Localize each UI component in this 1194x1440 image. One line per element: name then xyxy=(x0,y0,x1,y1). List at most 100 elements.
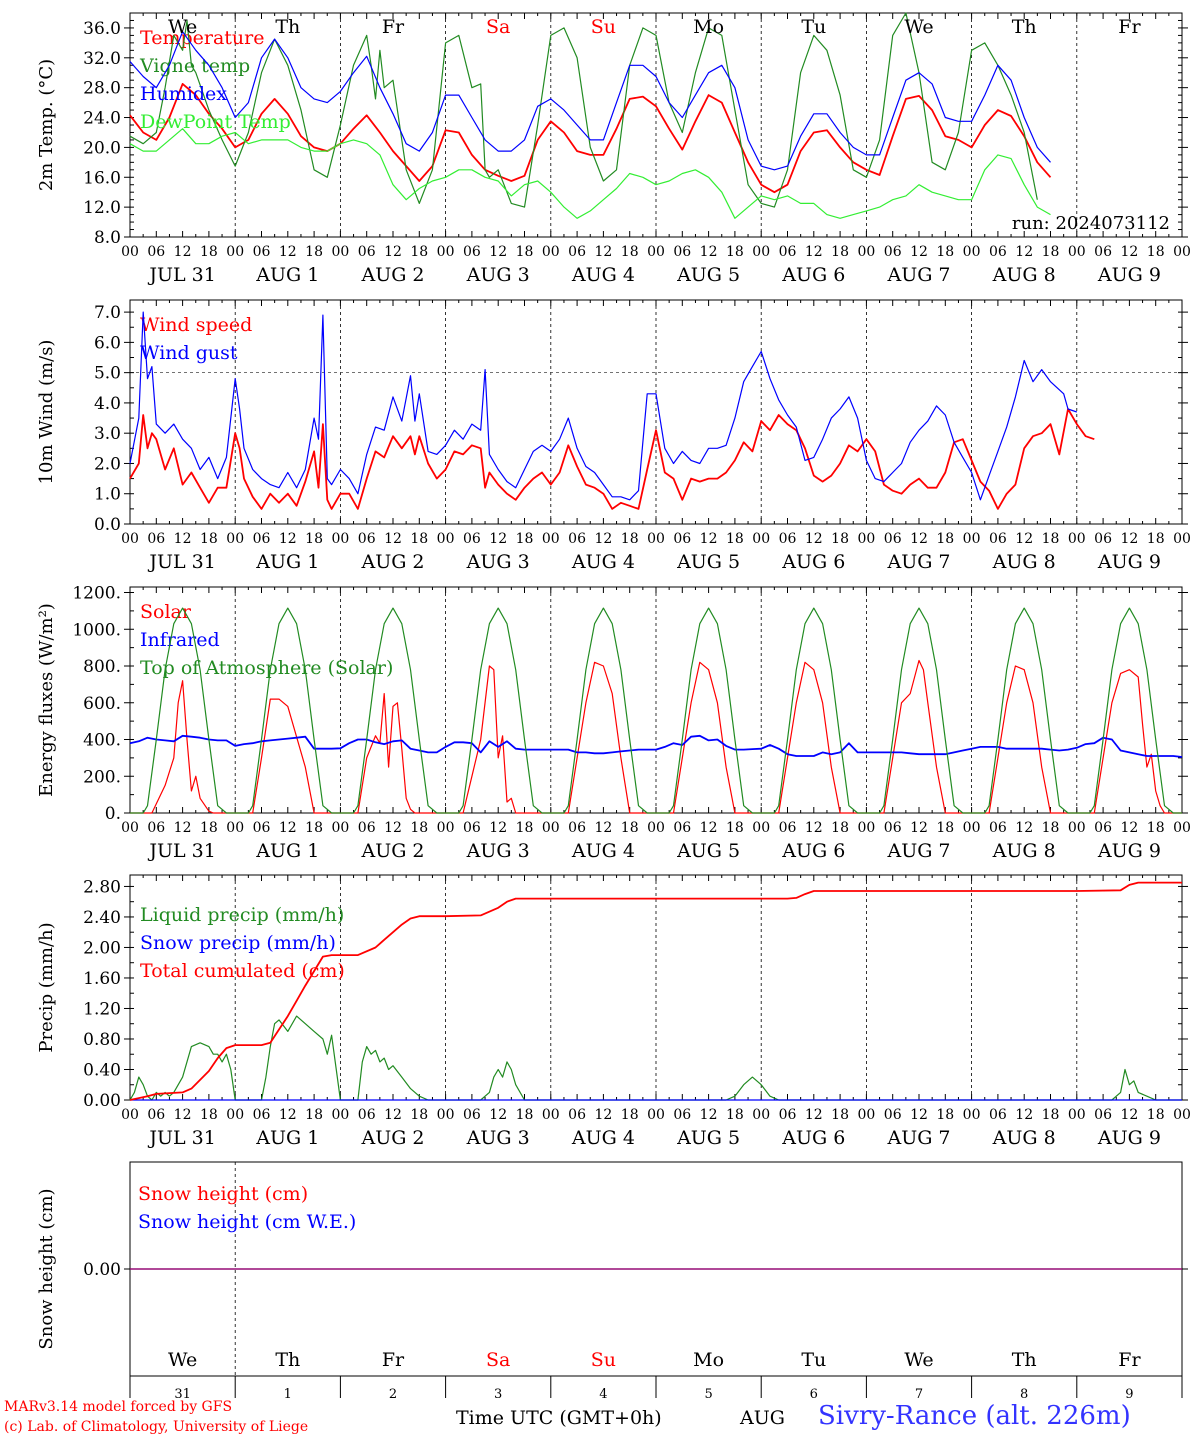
hour-tick-label: 18 xyxy=(1147,531,1165,547)
date-label: AUG 9 xyxy=(1097,1127,1161,1149)
panel-energy: 0. 200. 400. 600. 800. 1000. 1200. Energy fluxe… xyxy=(36,584,1191,862)
series-line-temperature xyxy=(129,83,1052,194)
hour-tick-label: 00 xyxy=(752,531,770,547)
hour-tick-label: 06 xyxy=(253,244,271,260)
plot-frame xyxy=(129,299,1183,525)
hour-tick-label: 00 xyxy=(752,244,770,260)
hour-tick-label: 00 xyxy=(121,244,139,260)
hour-tick-label: 18 xyxy=(410,531,428,547)
series-line-wind-speed xyxy=(129,408,1095,510)
date-label: AUG 4 xyxy=(571,551,635,573)
y-axis-label: Precip (mm/h) xyxy=(36,922,57,1052)
weekday-label: Su xyxy=(591,1349,616,1371)
series-line-vigne-temp xyxy=(129,12,1038,208)
y-tick-label: 8.0 xyxy=(94,228,121,248)
hour-tick-label: 00 xyxy=(647,244,665,260)
series-line-humidex xyxy=(129,31,1051,171)
hour-tick-label: 12 xyxy=(489,1107,507,1123)
day-number: 3 xyxy=(494,1387,502,1402)
hour-tick-label: 00 xyxy=(437,820,455,836)
hour-tick-label: 06 xyxy=(253,820,271,836)
weekday-label: Sa xyxy=(486,16,510,38)
hour-tick-label: 12 xyxy=(910,244,928,260)
hour-tick-label: 00 xyxy=(857,244,875,260)
hour-tick-label: 06 xyxy=(884,1107,902,1123)
date-label: AUG 9 xyxy=(1097,840,1161,862)
hour-tick-label: 06 xyxy=(463,244,481,260)
hour-tick-label: 18 xyxy=(621,531,639,547)
date-label: AUG 8 xyxy=(992,551,1056,573)
y-tick-label: 24.0 xyxy=(83,109,121,129)
weekday-label: We xyxy=(904,1349,933,1371)
series-line-wind-gust xyxy=(129,311,1077,501)
hour-tick-label: 12 xyxy=(1120,244,1138,260)
hour-tick-label: 18 xyxy=(936,820,954,836)
date-label: AUG 6 xyxy=(781,264,845,286)
hour-tick-label: 00 xyxy=(331,244,349,260)
station-name: Sivry-Rance (alt. 226m) xyxy=(818,1401,1131,1431)
hour-tick-label: 18 xyxy=(200,244,218,260)
model-credit-line-2: (c) Lab. of Climatology, University of L… xyxy=(4,1419,309,1435)
run-label: run: 2024073112 xyxy=(1012,213,1170,234)
hour-tick-label: 18 xyxy=(1147,244,1165,260)
day-number: 31 xyxy=(174,1387,191,1402)
y-axis-label: Snow height (cm) xyxy=(36,1188,57,1349)
date-label: AUG 6 xyxy=(781,1127,845,1149)
hour-tick-label: 00 xyxy=(752,1107,770,1123)
y-tick-label: 16.0 xyxy=(83,168,121,188)
hour-tick-label: 00 xyxy=(1068,820,1086,836)
day-number: 2 xyxy=(389,1387,397,1402)
hour-tick-label: 06 xyxy=(568,531,586,547)
hour-tick-label: 12 xyxy=(805,244,823,260)
series-line-infrared xyxy=(129,734,1183,758)
y-tick-label: 12.0 xyxy=(83,198,121,218)
hour-tick-label: 18 xyxy=(1042,244,1060,260)
hour-tick-label: 18 xyxy=(936,1107,954,1123)
hour-tick-label: 00 xyxy=(121,1107,139,1123)
hour-tick-label: 06 xyxy=(1094,531,1112,547)
weekday-label: Sa xyxy=(486,1349,510,1371)
y-tick-label: 200. xyxy=(83,767,121,787)
hour-tick-label: 06 xyxy=(989,531,1007,547)
day-number: 7 xyxy=(915,1387,923,1402)
y-tick-label: 4.0 xyxy=(94,394,121,414)
date-label: AUG 1 xyxy=(255,1127,319,1149)
hour-tick-label: 18 xyxy=(516,1107,534,1123)
hour-tick-label: 18 xyxy=(621,1107,639,1123)
y-tick-label: 1.20 xyxy=(83,999,121,1019)
hour-tick-label: 12 xyxy=(489,531,507,547)
hour-tick-label: 18 xyxy=(1147,820,1165,836)
hour-tick-label: 00 xyxy=(226,531,244,547)
hour-tick-label: 18 xyxy=(516,244,534,260)
legend-entry: Wind speed xyxy=(140,314,252,336)
date-label: AUG 7 xyxy=(886,1127,950,1149)
weekday-label: Th xyxy=(275,16,300,38)
y-tick-label: 32.0 xyxy=(83,49,121,69)
hour-tick-label: 12 xyxy=(489,820,507,836)
hour-tick-label: 06 xyxy=(673,244,691,260)
date-label: JUL 31 xyxy=(147,1127,215,1149)
hour-tick-label: 18 xyxy=(200,820,218,836)
hour-tick-label: 00 xyxy=(1173,531,1191,547)
hour-tick-label: 12 xyxy=(1120,820,1138,836)
hour-tick-label: 12 xyxy=(1120,1107,1138,1123)
hour-tick-label: 18 xyxy=(305,820,323,836)
y-tick-label: 0.0 xyxy=(94,515,121,535)
hour-tick-label: 12 xyxy=(279,1107,297,1123)
date-label: JUL 31 xyxy=(147,551,215,573)
hour-tick-label: 06 xyxy=(568,244,586,260)
hour-tick-label: 12 xyxy=(1015,531,1033,547)
hour-tick-label: 00 xyxy=(437,1107,455,1123)
hour-tick-label: 00 xyxy=(226,820,244,836)
y-tick-label: 1.0 xyxy=(94,485,121,505)
date-label: AUG 7 xyxy=(886,551,950,573)
y-tick-label: 0.80 xyxy=(83,1030,121,1050)
hour-tick-label: 18 xyxy=(1147,1107,1165,1123)
hour-tick-label: 12 xyxy=(1015,244,1033,260)
hour-tick-label: 00 xyxy=(647,531,665,547)
hour-tick-label: 06 xyxy=(358,820,376,836)
date-label: AUG 8 xyxy=(992,840,1056,862)
hour-tick-label: 12 xyxy=(384,244,402,260)
hour-tick-label: 12 xyxy=(910,1107,928,1123)
y-tick-label: 400. xyxy=(83,731,121,751)
